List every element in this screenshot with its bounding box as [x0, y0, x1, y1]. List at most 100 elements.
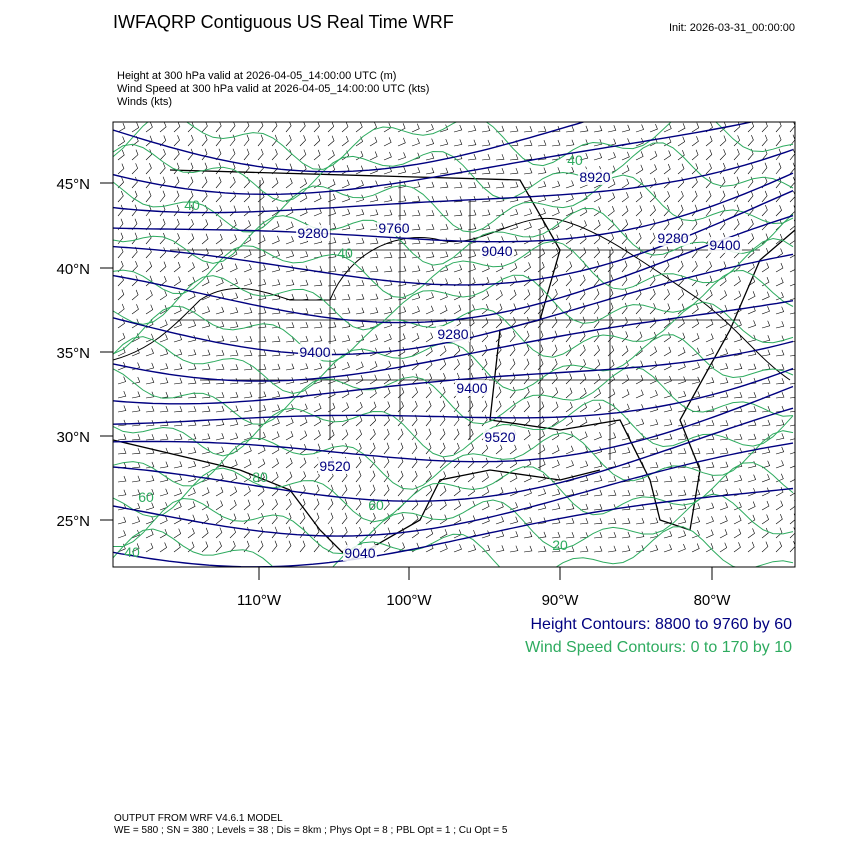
wind-barb: [313, 403, 322, 413]
wind-barb: [369, 401, 377, 413]
wind-barb: [789, 397, 795, 399]
height-contour: [113, 385, 794, 463]
wind-barb: [131, 176, 138, 189]
wind-barb: [229, 278, 238, 287]
wind-barb: [299, 149, 307, 161]
wind-barb: [257, 391, 267, 399]
wind-barb: [355, 150, 364, 161]
height-label: 9040: [344, 545, 375, 561]
wind-barb: [439, 305, 448, 315]
wind-barb: [159, 406, 169, 413]
wind-barb: [369, 151, 378, 161]
wind-barb: [341, 402, 349, 413]
wind-barb: [607, 179, 616, 189]
wind-barb: [299, 540, 306, 553]
wind-barb: [229, 432, 239, 441]
wind-barb: [579, 460, 589, 469]
wind-barb: [117, 149, 125, 161]
wind-barb: [341, 362, 350, 371]
wind-barb: [481, 317, 489, 329]
height-contour: [113, 407, 794, 502]
wind-barb: [425, 485, 433, 497]
wind-barb: [285, 498, 292, 511]
wind-barb: [159, 528, 168, 539]
wind-barb: [537, 545, 547, 553]
wind-barb: [145, 405, 155, 413]
wind-barb: [397, 319, 406, 329]
wind-barb: [719, 420, 729, 427]
label-halo: [343, 545, 377, 561]
wind-barb: [383, 265, 393, 273]
height-contour: [113, 148, 794, 214]
wind-barb: [257, 445, 266, 455]
wind-barb: [691, 289, 699, 301]
wind-barb: [565, 220, 574, 231]
wind-barb: [565, 330, 572, 343]
wind-barb: [117, 177, 124, 189]
wind-barb: [131, 489, 141, 497]
wind-barb: [369, 415, 377, 427]
wind-barb: [719, 204, 726, 217]
wind-barb: [481, 530, 490, 539]
wind-barb: [271, 293, 281, 301]
wind-barb: [593, 532, 603, 539]
wind-barb: [733, 391, 743, 399]
wind-barb: [719, 475, 729, 483]
wind-barb: [229, 321, 239, 329]
wind-barb: [187, 334, 197, 343]
wind-barb: [705, 333, 714, 343]
wind-barb: [411, 251, 421, 259]
wind-barb: [173, 320, 182, 329]
wind-barb: [187, 460, 197, 469]
wind-barb: [621, 545, 631, 553]
wind-barb: [369, 512, 376, 525]
wind-barb: [131, 448, 141, 455]
wind-barb: [677, 150, 685, 161]
wind-barb: [173, 135, 180, 147]
wind-barb: [705, 475, 715, 483]
wind-barb: [551, 387, 559, 399]
wind-barb: [229, 263, 238, 273]
wind-barb: [201, 433, 211, 441]
wind-barb: [383, 527, 391, 539]
wind-barb: [425, 528, 434, 539]
wind-barb: [789, 486, 795, 497]
wind-barb: [495, 154, 505, 161]
wind-barb: [229, 162, 236, 175]
wind-barb: [201, 419, 211, 427]
wind-barb: [243, 335, 253, 343]
wind-barb: [691, 246, 698, 259]
wind-barb: [593, 503, 603, 511]
wind-barb: [719, 135, 727, 147]
wind-barb: [229, 459, 238, 469]
wind-barb: [397, 306, 407, 315]
wind-barb: [593, 247, 600, 259]
wind-barb: [635, 260, 642, 273]
lat-label: 45°N: [56, 176, 90, 193]
field-label: Wind Speed at 300 hPa valid at 2026-04-0…: [117, 83, 429, 95]
title: IWFAQRP Contiguous US Real Time WRF: [113, 12, 454, 32]
wind-barb: [187, 320, 197, 329]
wind-barb: [691, 163, 699, 175]
wind-barb: [425, 332, 434, 343]
wind-barb: [215, 134, 222, 147]
wind-barb: [397, 513, 405, 525]
wind-barb: [117, 448, 127, 455]
wind-barb: [243, 249, 252, 259]
wind-barb: [369, 279, 379, 287]
wind-barb: [747, 528, 755, 539]
wind-barb: [327, 208, 336, 217]
label-halo: [480, 243, 514, 259]
height-contour: [113, 300, 794, 382]
wind-barb: [481, 358, 488, 371]
wind-barb: [467, 358, 474, 371]
wind-barb: [439, 471, 447, 483]
wind-barb: [383, 374, 391, 385]
wind-barb: [733, 474, 743, 483]
wind-barb: [257, 235, 266, 245]
wind-barb: [187, 349, 197, 357]
wind-barb: [271, 431, 280, 441]
wind-barb: [705, 516, 714, 525]
wind-barb: [299, 163, 307, 175]
